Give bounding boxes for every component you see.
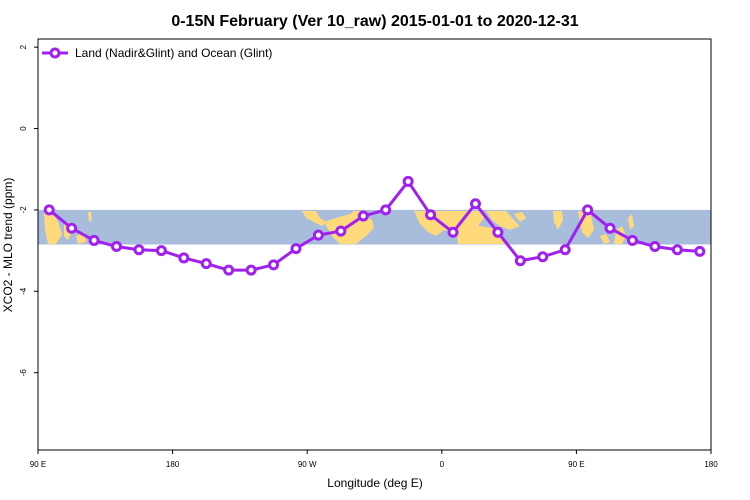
legend-marker — [49, 47, 61, 59]
land-shape — [514, 212, 526, 222]
data-point — [200, 258, 212, 270]
y-tick-label: 2 — [19, 44, 28, 49]
data-point — [514, 255, 526, 267]
land-shape — [44, 211, 62, 244]
data-point — [380, 204, 392, 216]
data-point — [335, 225, 347, 237]
x-tick-label: 180 — [704, 460, 718, 469]
land-shape — [302, 211, 326, 226]
land-shape — [553, 211, 563, 230]
land-shape — [88, 212, 92, 222]
data-point — [425, 209, 437, 221]
data-point — [537, 251, 549, 263]
y-axis: 2 0 -2 -4 -6 — [19, 44, 38, 376]
x-tick-label: 90 E — [30, 460, 46, 469]
y-tick-label: -2 — [19, 206, 28, 214]
land-shape — [486, 211, 520, 230]
x-tick-label: 0 — [440, 460, 445, 469]
data-point — [447, 226, 459, 238]
x-axis-label: Longitude (deg E) — [327, 476, 422, 490]
data-point — [671, 244, 683, 256]
y-axis-label: XCO2 - MLO trend (ppm) — [1, 178, 15, 313]
data-point — [649, 241, 661, 253]
data-point — [111, 241, 123, 253]
x-axis: 90 E 180 90 W 0 90 E 180 — [30, 450, 718, 469]
data-point — [133, 244, 145, 256]
chart-title: 0-15N February (Ver 10_raw) 2015-01-01 t… — [171, 13, 578, 30]
land-shape — [628, 214, 634, 230]
data-point — [582, 204, 594, 216]
plot-frame — [37, 38, 712, 451]
data-point — [290, 243, 302, 255]
data-point — [469, 198, 481, 210]
y-tick-label: -6 — [19, 369, 28, 377]
data-point — [312, 229, 324, 241]
data-point — [402, 175, 414, 187]
legend: Land (Nadir&Glint) and Ocean (Glint) — [42, 46, 272, 60]
land-shape — [324, 214, 374, 244]
ocean-band — [38, 209, 711, 245]
x-tick-label: 90 E — [568, 460, 584, 469]
land-shape — [600, 234, 610, 244]
data-point — [66, 222, 78, 234]
data-point — [604, 222, 616, 234]
data-point — [626, 234, 638, 246]
data-point — [694, 245, 706, 257]
data-point — [155, 245, 167, 257]
y-tick-label: -4 — [19, 287, 28, 295]
y-tick-label: 0 — [19, 126, 28, 131]
x-tick-label: 90 W — [298, 460, 317, 469]
series-layer — [43, 175, 706, 276]
data-point — [223, 264, 235, 276]
data-point — [492, 226, 504, 238]
x-tick-label: 180 — [166, 460, 180, 469]
data-point — [43, 204, 55, 216]
data-point — [178, 252, 190, 264]
data-point — [268, 259, 280, 271]
data-point — [559, 244, 571, 256]
data-point — [88, 234, 100, 246]
data-point — [245, 264, 257, 276]
legend-label: Land (Nadir&Glint) and Ocean (Glint) — [75, 46, 272, 60]
data-point — [357, 210, 369, 222]
